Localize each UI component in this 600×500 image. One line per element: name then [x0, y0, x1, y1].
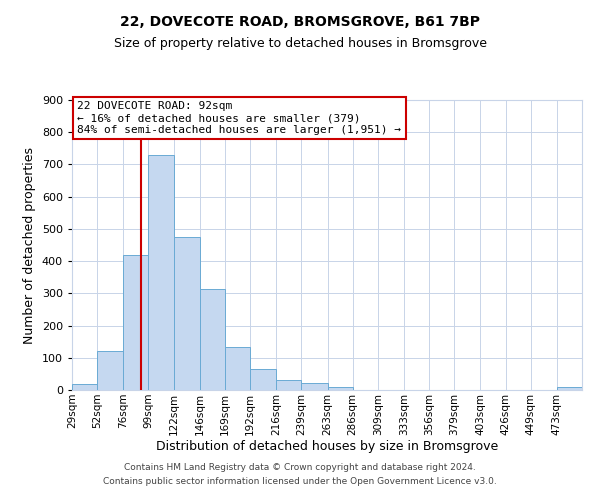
X-axis label: Distribution of detached houses by size in Bromsgrove: Distribution of detached houses by size … [156, 440, 498, 454]
Bar [328, 387, 353, 390]
Text: Contains public sector information licensed under the Open Government Licence v3: Contains public sector information licen… [103, 477, 497, 486]
Bar [250, 369, 276, 390]
Bar [97, 352, 124, 390]
Y-axis label: Number of detached properties: Number of detached properties [23, 146, 36, 344]
Bar [124, 254, 148, 390]
Bar [200, 288, 225, 390]
Text: 22, DOVECOTE ROAD, BROMSGROVE, B61 7BP: 22, DOVECOTE ROAD, BROMSGROVE, B61 7BP [120, 15, 480, 29]
Bar [557, 388, 582, 390]
Text: Contains HM Land Registry data © Crown copyright and database right 2024.: Contains HM Land Registry data © Crown c… [124, 464, 476, 472]
Bar [173, 237, 200, 390]
Bar [301, 383, 328, 390]
Text: Size of property relative to detached houses in Bromsgrove: Size of property relative to detached ho… [113, 38, 487, 51]
Bar [276, 380, 301, 390]
Bar [72, 384, 97, 390]
Bar [225, 348, 250, 390]
Text: 22 DOVECOTE ROAD: 92sqm
← 16% of detached houses are smaller (379)
84% of semi-d: 22 DOVECOTE ROAD: 92sqm ← 16% of detache… [77, 102, 401, 134]
Bar [148, 155, 173, 390]
